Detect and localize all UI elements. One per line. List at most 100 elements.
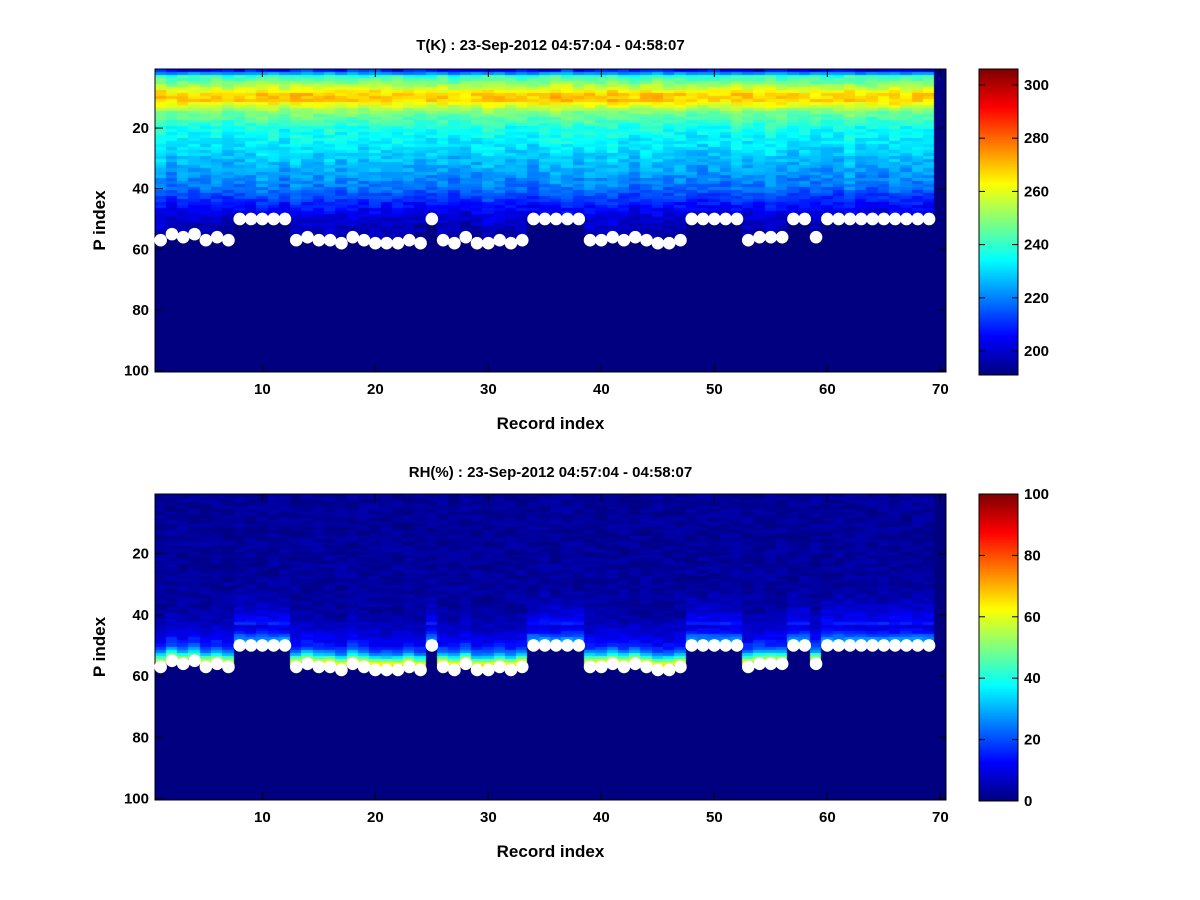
surface-marker [753,657,766,671]
x-tick-label: 20 [367,809,384,826]
surface-marker [730,639,744,652]
surface-marker [854,212,868,226]
surface-marker [482,236,495,250]
x-tick-label: 40 [593,809,610,826]
surface-marker [312,233,326,247]
surface-marker [425,212,439,226]
surface-marker [470,663,484,677]
surface-marker [798,212,812,226]
colorbar-tick-label: 60 [1024,609,1041,626]
surface-marker [256,212,269,226]
surface-marker [922,639,936,652]
surface-marker [753,230,766,244]
surface-marker [357,233,371,247]
surface-marker [402,233,416,247]
surface-marker [595,660,608,674]
surface-marker [764,657,778,671]
surface-marker [538,212,552,226]
surface-marker [651,236,665,250]
surface-marker [843,639,857,652]
surface-marker [561,639,574,652]
surface-marker [549,639,563,652]
surface-marker [267,212,280,226]
surface-marker [561,212,574,226]
surface-marker [617,233,631,247]
x-tick-label: 10 [254,809,271,826]
surface-marker [606,230,619,244]
surface-marker [380,663,393,677]
colorbar-tick-label: 220 [1024,290,1049,307]
y-tick-label: 100 [124,790,149,807]
surface-marker [278,639,292,652]
surface-marker [741,660,755,674]
surface-marker [515,660,529,674]
surface-marker [674,660,687,674]
colorbar-tick-label: 200 [1024,343,1049,360]
surface-marker [176,657,190,671]
surface-marker [775,657,789,671]
surface-marker [346,657,360,671]
colorbar-tick-label: 100 [1024,486,1049,503]
surface-marker [527,212,540,226]
surface-marker [391,663,405,677]
surface-marker [301,230,314,244]
surface-marker [685,639,699,652]
colorbar-tick-label: 40 [1024,670,1041,687]
surface-marker [809,657,823,671]
surface-marker [787,212,800,226]
x-tick-label: 60 [819,809,836,826]
colorbar-tick-label: 80 [1024,547,1041,564]
surface-marker [798,639,812,652]
surface-marker [335,663,348,677]
surface-marker [572,639,586,652]
surface-marker [425,639,439,652]
y-tick-label: 20 [132,546,149,563]
surface-marker [515,233,529,247]
surface-marker [549,212,563,226]
surface-marker [504,236,518,250]
colorbar-tick-label: 0 [1024,793,1032,810]
x-tick-label: 70 [932,809,949,826]
x-tick-label: 30 [480,381,497,398]
surface-marker [854,639,868,652]
surface-marker [911,212,925,226]
surface-marker [470,236,484,250]
surface-marker [832,212,845,226]
surface-marker [527,639,540,652]
surface-marker [323,233,337,247]
y-tick-label: 100 [124,362,149,379]
x-tick-label: 50 [706,381,723,398]
y-tick-label: 60 [132,241,149,258]
colorbar-tick-label: 280 [1024,130,1049,147]
surface-marker [922,212,936,226]
surface-marker [764,230,778,244]
surface-marker [256,639,269,652]
surface-marker [380,236,393,250]
colorbar-frame [978,493,1019,802]
surface-marker [662,236,676,250]
surface-marker [606,657,619,671]
x-tick-label: 60 [819,381,836,398]
surface-marker [640,233,653,247]
surface-marker [843,212,857,226]
surface-marker [787,639,800,652]
surface-marker [651,663,665,677]
colorbar-tick-label: 260 [1024,183,1049,200]
surface-marker [572,212,586,226]
surface-marker [267,639,280,652]
y-tick-label: 40 [132,181,149,198]
surface-marker [538,639,552,652]
surface-marker [708,212,721,226]
surface-marker [595,233,608,247]
surface-marker [244,639,258,652]
surface-marker [730,212,744,226]
x-axis-label: Record index [497,414,605,433]
surface-marker [685,212,699,226]
y-tick-label: 60 [132,668,149,685]
surface-marker [628,230,642,244]
surface-marker [165,227,179,241]
surface-marker [900,639,913,652]
plot-axes-frame [154,493,947,801]
surface-marker [289,233,303,247]
surface-marker [188,227,201,241]
